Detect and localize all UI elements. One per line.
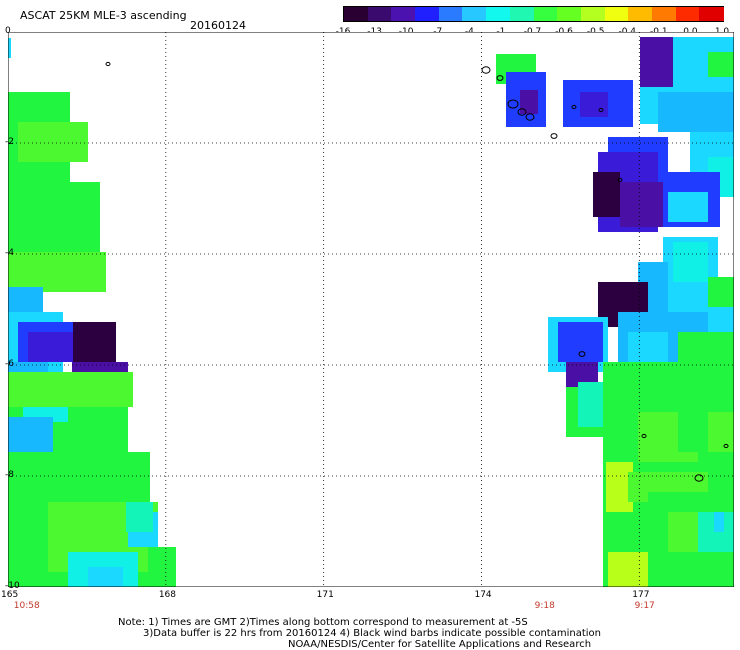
- swath-cell: [658, 92, 734, 132]
- swath-cell: [18, 122, 88, 162]
- island-outline: [496, 75, 504, 81]
- colorbar-swatch: [533, 7, 558, 21]
- swath-cell: [593, 172, 620, 217]
- island-outline: [578, 351, 586, 357]
- swath-cell: [73, 322, 116, 362]
- island-outline: [550, 133, 558, 139]
- wind-swaths: [8, 37, 734, 587]
- grid-lines: [8, 32, 734, 587]
- swath-cell: [8, 182, 100, 252]
- island-outline: [598, 107, 604, 113]
- x-tick-label: 171: [316, 590, 334, 600]
- swath-cell: [673, 242, 708, 282]
- swath-cell: [708, 277, 734, 307]
- swath-cell: [673, 42, 708, 84]
- colorbar-swatch: [367, 7, 392, 21]
- swath-cell: [28, 332, 78, 362]
- swath-cell: [708, 52, 734, 77]
- x-tick-label: 177: [632, 590, 650, 600]
- colorbar-swatch: [651, 7, 677, 21]
- swath-cell: [608, 552, 648, 587]
- measurement-time-label: 10:58: [13, 601, 40, 611]
- swath-cell: [620, 182, 668, 227]
- swath-cell: [520, 90, 538, 114]
- x-tick-label: 174: [474, 590, 492, 600]
- x-tick-label: 165: [1, 590, 19, 600]
- colorbar: [343, 6, 724, 22]
- y-tick-label: -10: [5, 581, 20, 591]
- colorbar-swatch: [628, 7, 653, 21]
- island-outline: [571, 104, 577, 110]
- map-title: ASCAT 25KM MLE-3 ascending: [20, 9, 187, 22]
- x-tick-label: 168: [158, 590, 176, 600]
- island-outline: [525, 113, 535, 121]
- colorbar-swatch: [604, 7, 629, 21]
- swath-cell: [8, 417, 53, 452]
- colorbar-swatch: [557, 7, 582, 21]
- y-tick-label: -4: [5, 248, 14, 258]
- colorbar-swatch: [699, 7, 724, 21]
- island-outline: [694, 474, 704, 482]
- swath-map: [8, 32, 734, 587]
- note-line-2: 3)Data buffer is 22 hrs from 20160124 4)…: [143, 628, 601, 639]
- map-date: 20160124: [190, 19, 246, 32]
- swath-cell: [126, 502, 153, 532]
- island-outline: [723, 443, 729, 449]
- colorbar-swatch: [415, 7, 440, 21]
- island-outline: [105, 61, 111, 67]
- y-tick-label: -8: [5, 470, 14, 480]
- colorbar-swatch: [580, 7, 606, 21]
- colorbar-swatch: [486, 7, 511, 21]
- colorbar-swatch: [438, 7, 463, 21]
- swath-cell: [668, 192, 708, 222]
- island-outline: [517, 108, 527, 116]
- swath-cell: [148, 547, 176, 587]
- colorbar-swatch: [344, 7, 369, 21]
- y-tick-label: 0: [5, 26, 11, 36]
- note-line-1: Note: 1) Times are GMT 2)Times along bot…: [118, 617, 528, 628]
- swath-cell: [8, 372, 133, 407]
- colorbar-swatch: [675, 7, 700, 21]
- colorbar-swatch: [391, 7, 416, 21]
- colorbar-swatch: [509, 7, 534, 21]
- note-line-3: NOAA/NESDIS/Center for Satellite Applica…: [288, 639, 592, 650]
- colorbar-swatch: [462, 7, 487, 21]
- measurement-time-label: 9:18: [534, 601, 555, 611]
- swath-cell: [8, 252, 106, 292]
- island-outlines: [105, 61, 729, 482]
- swath-cell: [88, 567, 123, 587]
- island-outline: [507, 99, 519, 109]
- measurement-time-label: 9:17: [634, 601, 655, 611]
- y-tick-label: -6: [5, 359, 14, 369]
- swath-cell: [714, 512, 724, 532]
- island-outline: [481, 66, 491, 74]
- y-tick-label: -2: [5, 137, 14, 147]
- swath-cell: [708, 412, 734, 452]
- swath-cell: [640, 37, 673, 87]
- swath-cell: [580, 92, 608, 117]
- island-outline: [641, 433, 647, 439]
- island-outline: [617, 177, 623, 183]
- swath-cell: [8, 38, 11, 58]
- swath-cell: [558, 322, 603, 362]
